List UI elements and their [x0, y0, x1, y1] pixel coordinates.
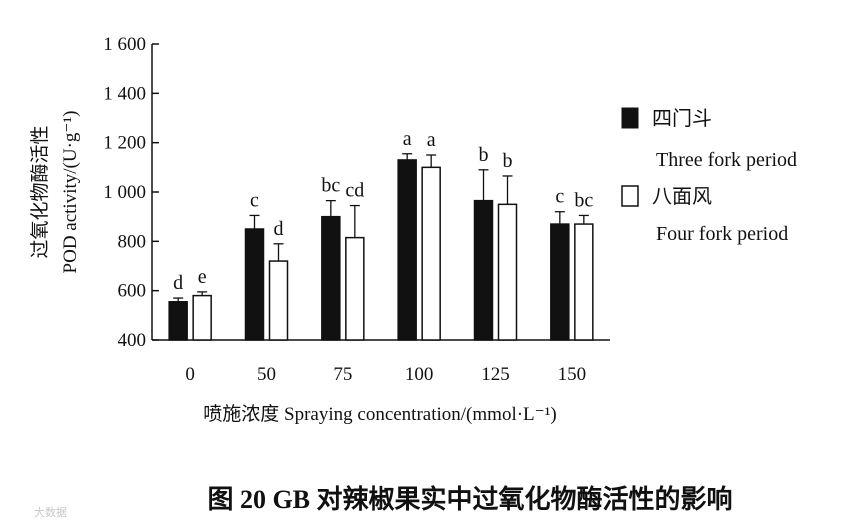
x-tick-label: 75 — [333, 364, 352, 385]
y-tick-label: 1 600 — [103, 34, 146, 55]
y-tick-label: 1 200 — [103, 133, 146, 154]
significance-label: d — [173, 272, 183, 294]
y-tick-label: 800 — [118, 231, 147, 252]
significance-label: bc — [321, 175, 340, 197]
bar-series-1 — [244, 228, 265, 341]
legend-swatch-series-2 — [621, 185, 639, 207]
significance-label: bc — [574, 189, 593, 211]
chart-legend: 四门斗 Three fork period 八面风 Four fork peri… — [621, 107, 797, 245]
y-axis-title-cn: 过氧化物酶活性 — [29, 125, 51, 258]
bar-series-1 — [473, 199, 494, 341]
significance-label: a — [427, 129, 436, 151]
significance-label: b — [479, 144, 489, 166]
x-tick-label: 50 — [257, 364, 276, 385]
figure-caption: 图 20 GB 对辣椒果实中过氧化物酶活性的影响 — [207, 484, 732, 514]
legend-swatch-series-1 — [621, 107, 639, 129]
bar-series-2 — [192, 294, 212, 341]
x-tick-label: 0 — [185, 364, 195, 385]
legend-label-series-1-en: Three fork period — [656, 149, 797, 171]
significance-label: a — [403, 128, 412, 150]
significance-label: b — [503, 150, 513, 172]
chart-bars — [168, 153, 594, 341]
y-tick-label: 1 000 — [103, 182, 146, 203]
bar-series-1 — [321, 215, 341, 341]
bar-series-2 — [574, 223, 594, 341]
y-axis-title-en: POD activity/(U·g⁻¹) — [60, 111, 81, 274]
legend-label-series-1: 四门斗 — [652, 107, 712, 130]
significance-label: e — [198, 266, 207, 288]
x-tick-label: 150 — [558, 364, 587, 385]
x-tick-label: 125 — [481, 364, 510, 385]
bar-series-1 — [168, 301, 188, 341]
y-tick-label: 600 — [118, 281, 147, 302]
x-tick-label: 100 — [405, 364, 434, 385]
significance-label: c — [555, 186, 564, 208]
bar-series-2 — [497, 203, 518, 341]
y-tick-label: 1 400 — [103, 83, 146, 104]
watermark: 大数据 — [34, 505, 67, 519]
bar-series-2 — [345, 236, 365, 341]
significance-label: c — [250, 189, 259, 211]
bar-series-1 — [550, 223, 570, 341]
significance-label: cd — [345, 180, 364, 202]
legend-label-series-2: 八面风 — [652, 186, 712, 208]
y-tick-label: 400 — [118, 330, 147, 351]
bar-series-1 — [397, 159, 417, 341]
bar-series-2 — [268, 260, 289, 341]
legend-label-series-2-en: Four fork period — [656, 223, 788, 245]
significance-label: d — [274, 218, 284, 240]
bar-series-2 — [421, 166, 441, 341]
chart-axes — [151, 43, 610, 341]
x-axis-title: 喷施浓度 Spraying concentration/(mmol·L⁻¹) — [203, 403, 556, 425]
